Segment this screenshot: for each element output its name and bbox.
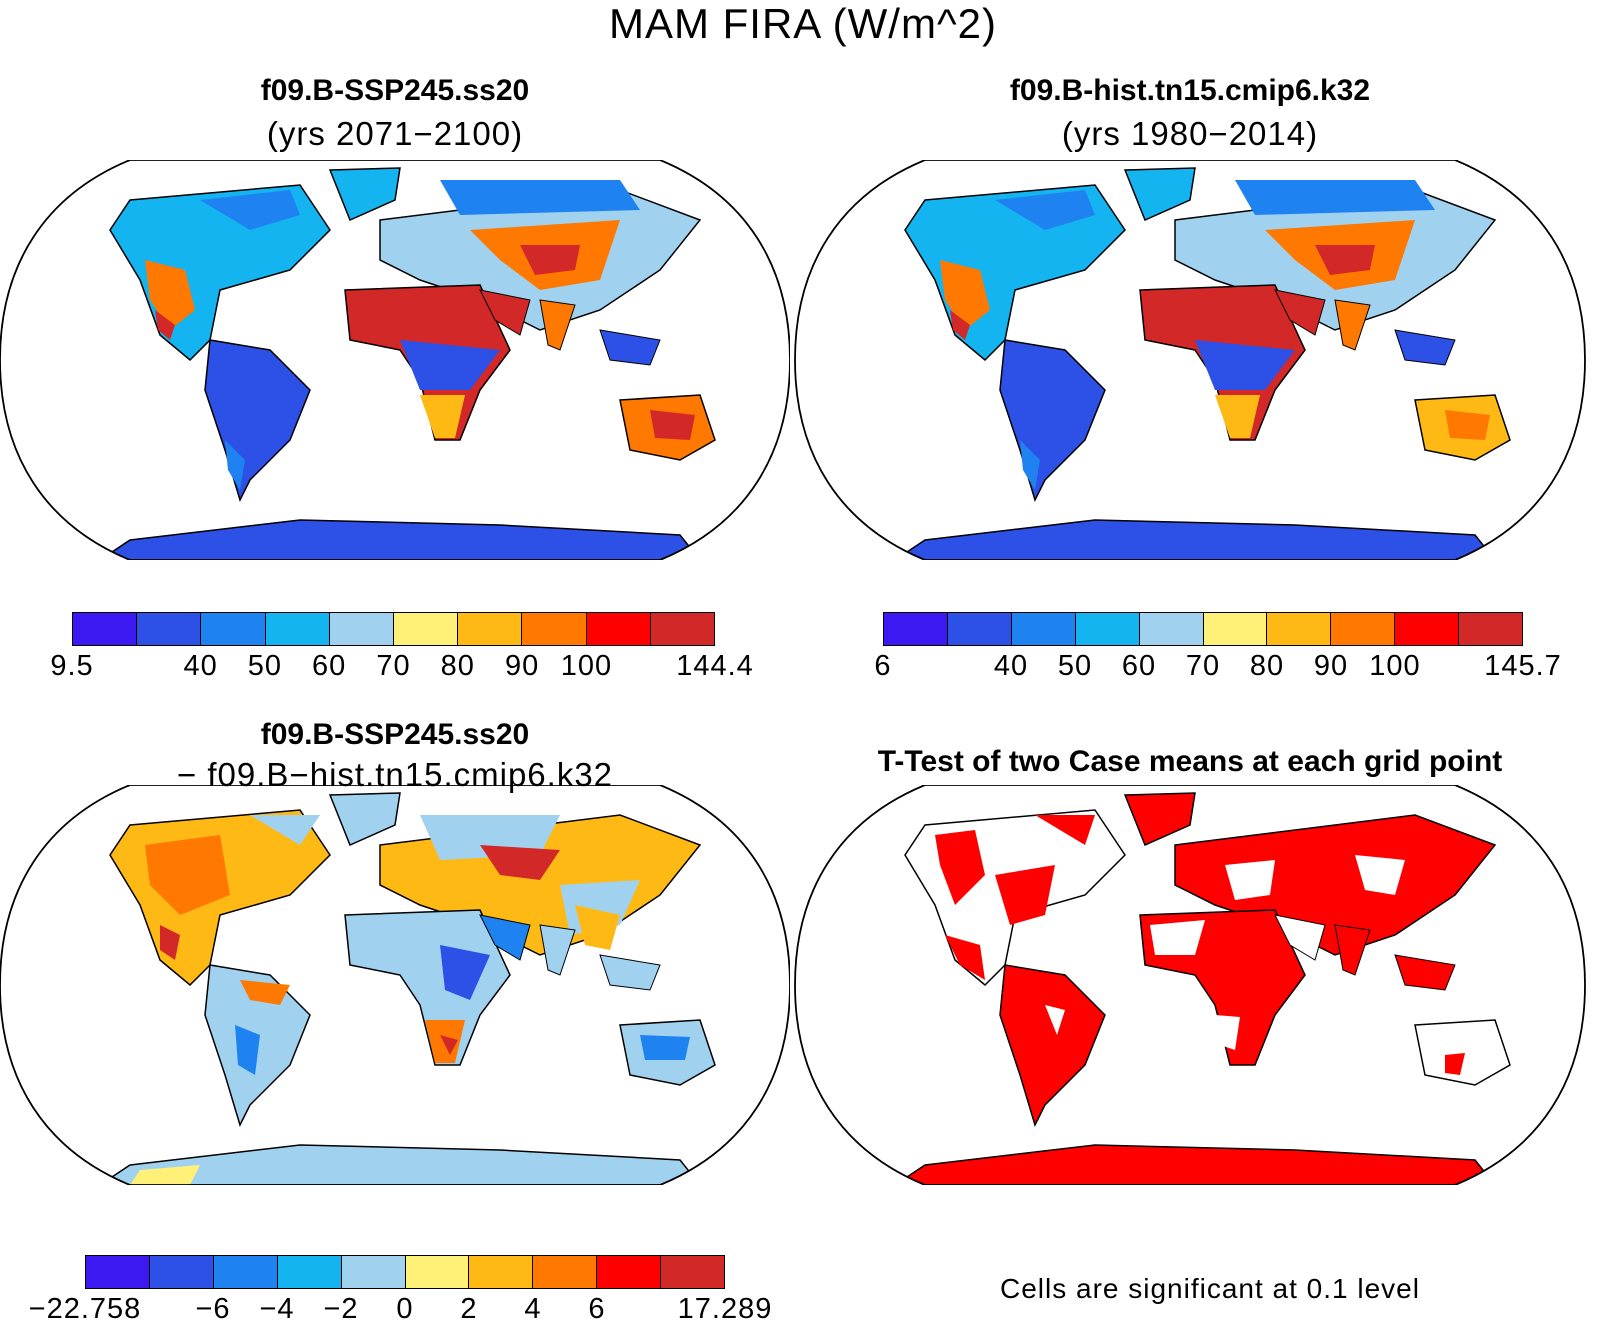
colorbar-swatch <box>265 613 330 645</box>
colorbar-tick-label: 0 <box>396 1293 414 1325</box>
colorbar-swatch <box>1075 613 1140 645</box>
colorbar-swatch <box>586 613 651 645</box>
colorbar-swatch <box>1139 613 1204 645</box>
colorbar-swatch <box>533 1256 598 1288</box>
colorbar-tick-label: 50 <box>1057 650 1093 682</box>
colorbar-tick-label: 80 <box>440 650 475 682</box>
map-panel-4 <box>794 785 1586 1185</box>
colorbar-tick-label: 60 <box>1121 650 1157 682</box>
colorbar-swatch <box>1459 613 1523 645</box>
colorbar-tick-label: 9.5 <box>50 650 94 682</box>
colorbar-swatch <box>469 1256 534 1288</box>
colorbar-1 <box>72 612 715 646</box>
colorbar-swatch <box>329 613 395 645</box>
colorbar-swatch <box>1331 613 1396 645</box>
map-panel-1 <box>0 160 790 560</box>
colorbar-swatch <box>201 613 266 645</box>
colorbar-swatch <box>458 613 523 645</box>
colorbar-2 <box>883 612 1523 646</box>
colorbar-tick-label: −22.758 <box>28 1293 142 1325</box>
figure-title: MAM FIRA (W/m^2) <box>608 0 997 47</box>
colorbar-swatch <box>394 613 459 645</box>
colorbar-tick-label: 100 <box>1369 650 1421 682</box>
colorbar-tick-label: −2 <box>323 1293 359 1325</box>
colorbar-swatch <box>1011 613 1076 645</box>
colorbar-tick-label: 90 <box>1313 650 1349 682</box>
colorbar-tick-label: −4 <box>259 1293 295 1325</box>
panel-3-subtitle: − f09.B−hist.tn15.cmip6.k32 <box>176 756 614 793</box>
panel-2-title: f09.B-hist.tn15.cmip6.k32 <box>1009 74 1371 107</box>
colorbar-tick-label: 60 <box>312 650 347 682</box>
map-panel-2 <box>794 160 1586 560</box>
colorbar-swatch <box>947 613 1012 645</box>
colorbar-tick-label: 4 <box>524 1293 542 1325</box>
panel-1-title: f09.B-SSP245.ss20 <box>260 74 530 107</box>
panel-2-subtitle: (yrs 1980−2014) <box>1061 115 1319 152</box>
colorbar-tick-label: 6 <box>588 1293 606 1325</box>
colorbar-swatch <box>522 613 587 645</box>
colorbar-swatch <box>650 613 715 645</box>
colorbar-swatch <box>597 1256 662 1288</box>
panel-4-title: T-Test of two Case means at each grid po… <box>877 745 1503 778</box>
colorbar-tick-label: 100 <box>560 650 613 682</box>
panel-1-subtitle: (yrs 2071−2100) <box>266 115 524 152</box>
colorbar-tick-label: −6 <box>195 1293 231 1325</box>
colorbar-swatch <box>341 1256 406 1288</box>
colorbar-tick-label: 40 <box>183 650 218 682</box>
colorbar-tick-label: 144.4 <box>676 650 754 682</box>
colorbar-swatch <box>137 613 202 645</box>
colorbar-tick-label: 40 <box>993 650 1029 682</box>
colorbar-tick-label: 145.7 <box>1484 650 1562 682</box>
colorbar-tick-label: 80 <box>1249 650 1285 682</box>
colorbar-tick-label: 70 <box>1185 650 1221 682</box>
panel-3-title: f09.B-SSP245.ss20 <box>260 718 530 751</box>
colorbar-swatch <box>884 613 948 645</box>
colorbar-tick-label: 6 <box>874 650 892 682</box>
significance-note: Cells are significant at 0.1 level <box>1000 1273 1420 1304</box>
colorbar-swatch <box>405 1256 470 1288</box>
colorbar-tick-label: 2 <box>460 1293 478 1325</box>
map-panel-3 <box>0 785 790 1185</box>
colorbar-tick-label: 50 <box>247 650 283 682</box>
colorbar-swatch <box>213 1256 278 1288</box>
colorbar-swatch <box>1395 613 1460 645</box>
colorbar-swatch <box>86 1256 150 1288</box>
colorbar-swatch <box>73 613 138 645</box>
colorbar-tick-label: 70 <box>376 650 411 682</box>
colorbar-swatch <box>277 1256 342 1288</box>
colorbar-swatch <box>661 1256 725 1288</box>
colorbar-swatch <box>1203 613 1268 645</box>
colorbar-tick-label: 90 <box>504 650 540 682</box>
colorbar-swatch <box>149 1256 214 1288</box>
colorbar-swatch <box>1267 613 1332 645</box>
colorbar-3 <box>85 1255 725 1289</box>
colorbar-tick-label: 17.289 <box>677 1293 773 1325</box>
